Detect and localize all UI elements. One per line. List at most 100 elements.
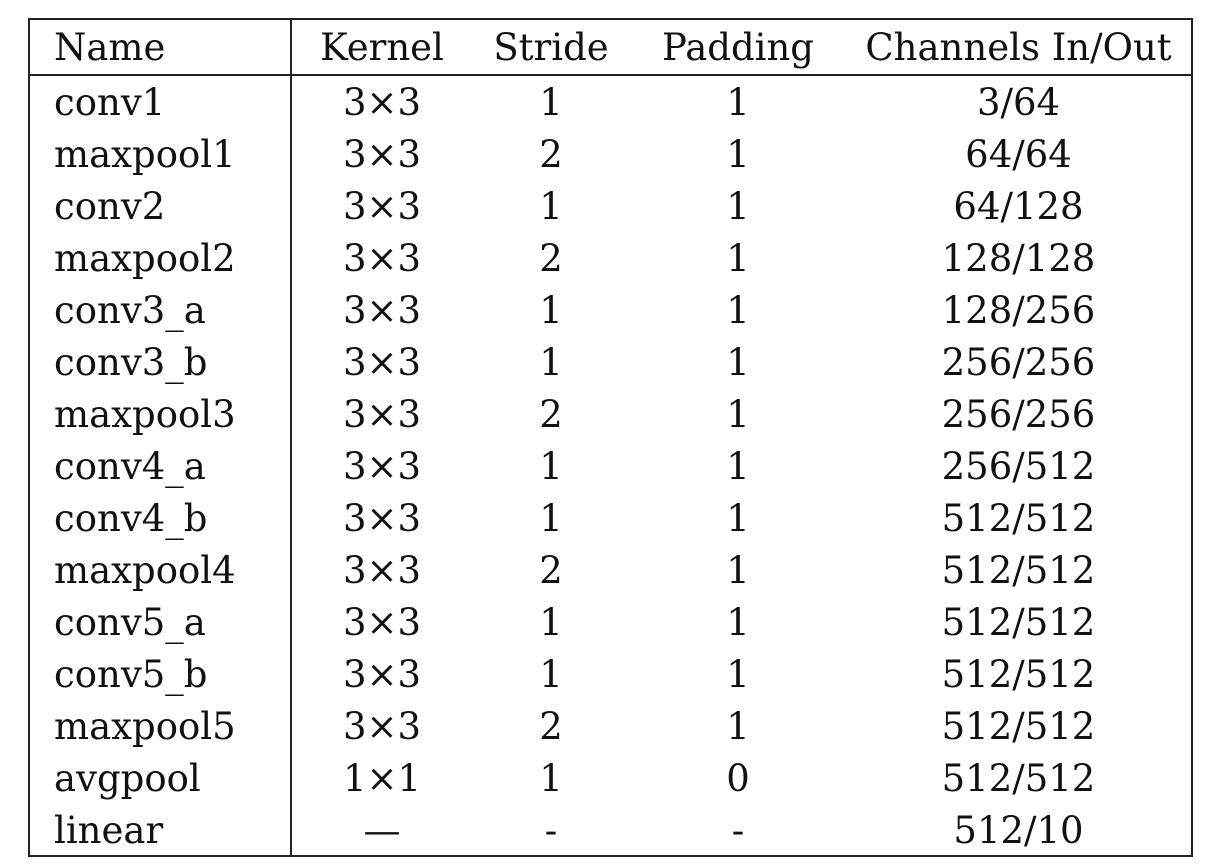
cell-name: linear bbox=[30, 804, 292, 856]
table-body: conv1 3×3 1 1 3/64 maxpool1 3×3 2 1 64/64 conv2 3×3… bbox=[30, 75, 1191, 856]
cell-channels: 512/10 bbox=[953, 808, 1084, 852]
table-row: avgpool 1×1 1 0 512/512 bbox=[30, 752, 1191, 804]
cell-channels: 512/512 bbox=[941, 548, 1096, 592]
cell-channels: 128/256 bbox=[941, 288, 1096, 332]
header-kernel: Kernel bbox=[291, 20, 472, 76]
cell-name: conv4_b bbox=[30, 492, 292, 544]
cell-padding: 1 bbox=[726, 392, 750, 436]
cell-kernel: 1×1 bbox=[342, 756, 422, 800]
cell-channels: 512/512 bbox=[941, 704, 1096, 748]
cell-name: conv2 bbox=[30, 180, 292, 232]
cell-padding: 1 bbox=[726, 496, 750, 540]
cell-padding: 1 bbox=[726, 288, 750, 332]
header-stride: Stride bbox=[472, 20, 630, 76]
cell-name: maxpool5 bbox=[30, 700, 292, 752]
cell-channels: 256/256 bbox=[941, 340, 1096, 384]
cell-kernel: 3×3 bbox=[342, 652, 422, 696]
cell-stride: 1 bbox=[539, 600, 563, 644]
cell-channels: 64/128 bbox=[953, 184, 1084, 228]
cell-channels: 512/512 bbox=[941, 652, 1096, 696]
cell-kernel: 3×3 bbox=[342, 392, 422, 436]
cell-kernel: 3×3 bbox=[342, 704, 422, 748]
cell-kernel: 3×3 bbox=[342, 600, 422, 644]
cell-padding: 1 bbox=[726, 236, 750, 280]
table-row: conv5_b 3×3 1 1 512/512 bbox=[30, 648, 1191, 700]
cell-padding: 1 bbox=[726, 600, 750, 644]
table-row: conv5_a 3×3 1 1 512/512 bbox=[30, 596, 1191, 648]
cell-stride: 2 bbox=[539, 704, 563, 748]
cell-stride: 2 bbox=[539, 392, 563, 436]
cell-kernel: 3×3 bbox=[342, 444, 422, 488]
header-channels: Channels In/Out bbox=[846, 20, 1191, 76]
table-row: linear — - - 512/10 bbox=[30, 804, 1191, 856]
table-row: conv2 3×3 1 1 64/128 bbox=[30, 180, 1191, 232]
cell-padding: 1 bbox=[726, 184, 750, 228]
table-row: maxpool2 3×3 2 1 128/128 bbox=[30, 232, 1191, 284]
table-row: maxpool5 3×3 2 1 512/512 bbox=[30, 700, 1191, 752]
cell-kernel: 3×3 bbox=[342, 288, 422, 332]
header-row: Name Kernel Stride Padding Channels In/O… bbox=[30, 20, 1191, 76]
cell-stride: 1 bbox=[539, 652, 563, 696]
cell-name: conv5_a bbox=[30, 596, 292, 648]
cell-padding: - bbox=[731, 808, 745, 852]
cell-kernel: 3×3 bbox=[342, 340, 422, 384]
header-padding: Padding bbox=[630, 20, 846, 76]
cell-name: conv1 bbox=[30, 75, 292, 128]
cell-channels: 512/512 bbox=[941, 496, 1096, 540]
cell-name: conv3_b bbox=[30, 336, 292, 388]
cell-name: maxpool3 bbox=[30, 388, 292, 440]
cell-stride: 1 bbox=[539, 184, 563, 228]
cell-name: conv5_b bbox=[30, 648, 292, 700]
table-row: conv1 3×3 1 1 3/64 bbox=[30, 75, 1191, 128]
table-row: conv4_b 3×3 1 1 512/512 bbox=[30, 492, 1191, 544]
cell-channels: 64/64 bbox=[965, 132, 1072, 176]
cell-kernel: 3×3 bbox=[342, 496, 422, 540]
cell-name: maxpool4 bbox=[30, 544, 292, 596]
cell-channels: 512/512 bbox=[941, 756, 1096, 800]
cell-stride: 2 bbox=[539, 236, 563, 280]
cell-stride: 2 bbox=[539, 548, 563, 592]
table-row: maxpool1 3×3 2 1 64/64 bbox=[30, 128, 1191, 180]
cell-stride: 1 bbox=[539, 288, 563, 332]
cell-kernel: — bbox=[363, 808, 401, 852]
cell-kernel: 3×3 bbox=[342, 80, 422, 124]
cell-kernel: 3×3 bbox=[342, 236, 422, 280]
table-row: maxpool3 3×3 2 1 256/256 bbox=[30, 388, 1191, 440]
cell-channels: 512/512 bbox=[941, 600, 1096, 644]
table-header: Name Kernel Stride Padding Channels In/O… bbox=[30, 20, 1191, 76]
cell-padding: 0 bbox=[726, 756, 750, 800]
cell-channels: 256/512 bbox=[941, 444, 1096, 488]
table-row: conv4_a 3×3 1 1 256/512 bbox=[30, 440, 1191, 492]
cell-name: maxpool2 bbox=[30, 232, 292, 284]
header-name: Name bbox=[30, 20, 292, 76]
cell-kernel: 3×3 bbox=[342, 132, 422, 176]
cell-name: conv3_a bbox=[30, 284, 292, 336]
cell-stride: 2 bbox=[539, 132, 563, 176]
cell-padding: 1 bbox=[726, 704, 750, 748]
cell-channels: 128/128 bbox=[941, 236, 1096, 280]
cell-stride: 1 bbox=[539, 756, 563, 800]
cell-stride: 1 bbox=[539, 80, 563, 124]
cell-padding: 1 bbox=[726, 444, 750, 488]
cell-name: avgpool bbox=[30, 752, 292, 804]
cell-name: conv4_a bbox=[30, 440, 292, 492]
layer-table: Name Kernel Stride Padding Channels In/O… bbox=[30, 20, 1191, 856]
cell-stride: 1 bbox=[539, 340, 563, 384]
cell-padding: 1 bbox=[726, 132, 750, 176]
cell-stride: - bbox=[544, 808, 558, 852]
cell-padding: 1 bbox=[726, 80, 750, 124]
cell-padding: 1 bbox=[726, 652, 750, 696]
cell-channels: 3/64 bbox=[976, 80, 1061, 124]
cell-name: maxpool1 bbox=[30, 128, 292, 180]
cell-padding: 1 bbox=[726, 548, 750, 592]
cell-stride: 1 bbox=[539, 496, 563, 540]
table-row: conv3_b 3×3 1 1 256/256 bbox=[30, 336, 1191, 388]
cell-stride: 1 bbox=[539, 444, 563, 488]
cell-channels: 256/256 bbox=[941, 392, 1096, 436]
table-row: maxpool4 3×3 2 1 512/512 bbox=[30, 544, 1191, 596]
cell-kernel: 3×3 bbox=[342, 184, 422, 228]
layer-table-frame: Name Kernel Stride Padding Channels In/O… bbox=[28, 18, 1193, 857]
cell-kernel: 3×3 bbox=[342, 548, 422, 592]
table-row: conv3_a 3×3 1 1 128/256 bbox=[30, 284, 1191, 336]
cell-padding: 1 bbox=[726, 340, 750, 384]
